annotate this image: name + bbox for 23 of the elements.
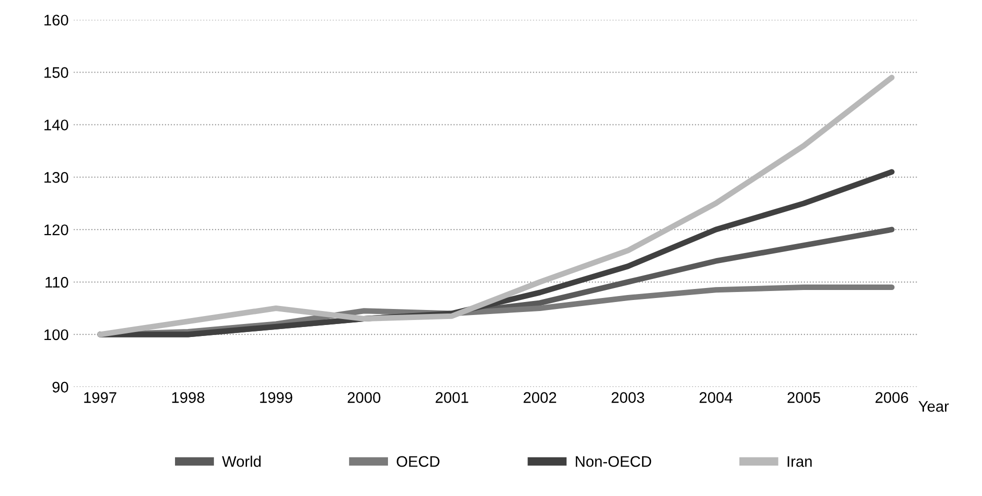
y-tick-label: 110 (46, 276, 68, 288)
x-tick-label: 2003 (612, 392, 644, 403)
y-tick-label: 160 (44, 14, 68, 26)
x-tick-label: 2006 (876, 392, 908, 403)
legend-label: World (222, 456, 261, 467)
x-tick-label: 2000 (348, 392, 380, 403)
x-tick-label: 2002 (524, 392, 556, 403)
x-tick-label: 1998 (172, 392, 204, 403)
y-tick-label: 120 (44, 224, 68, 236)
x-tick-label: 1999 (260, 392, 292, 403)
x-tick-label: 2001 (436, 392, 468, 403)
x-tick-label: 2004 (700, 392, 732, 403)
y-tick-label: 130 (44, 172, 68, 183)
legend-label: Non-OECD (576, 456, 652, 467)
legend-label: Iran (788, 456, 812, 467)
y-tick-label: 150 (44, 67, 68, 78)
y-tick-label: 100 (44, 329, 68, 340)
legend-label: OECD (396, 456, 440, 467)
x-axis-title: Year (918, 401, 949, 412)
x-tick-label: 2005 (788, 392, 820, 403)
x-tick-label: 1997 (84, 392, 116, 403)
y-tick-label: 90 (52, 382, 68, 393)
y-tick-label: 140 (44, 120, 68, 130)
